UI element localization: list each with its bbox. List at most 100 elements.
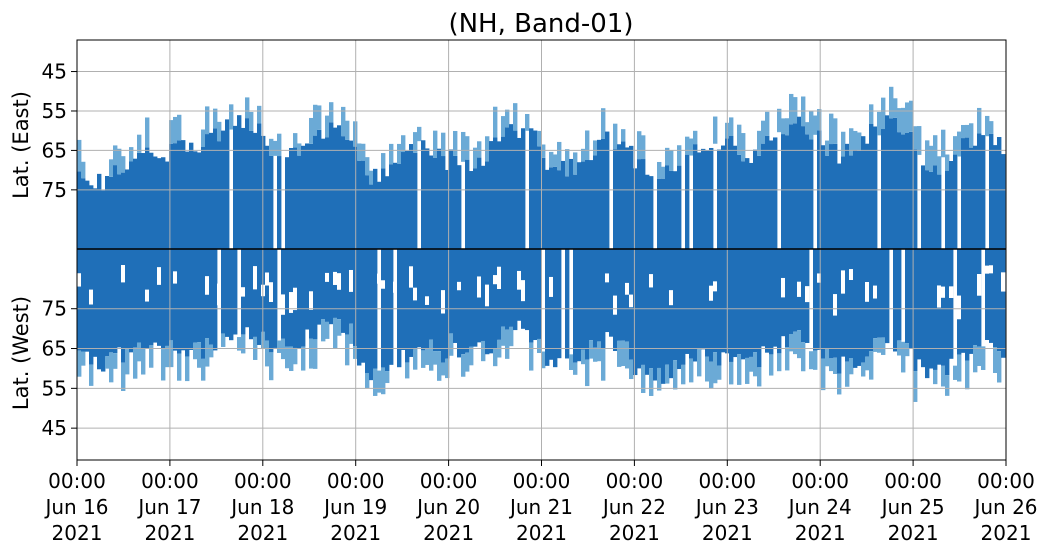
data-cell-west bbox=[341, 249, 346, 333]
data-cell-east bbox=[449, 149, 454, 249]
data-cell-east bbox=[945, 170, 950, 249]
data-cell-east bbox=[669, 170, 674, 249]
data-cell-east-fringe bbox=[565, 149, 570, 177]
data-cell-west-fringe bbox=[185, 356, 190, 382]
data-cell-west-fringe bbox=[313, 339, 318, 369]
data-gap-west bbox=[409, 266, 414, 288]
data-cell-east bbox=[569, 158, 574, 249]
data-cell-west bbox=[257, 249, 262, 345]
data-cell-west bbox=[693, 249, 698, 362]
data-cell-east bbox=[505, 127, 510, 249]
data-cell-west-fringe bbox=[905, 343, 910, 357]
data-cell-east bbox=[481, 165, 486, 249]
data-cell-west bbox=[281, 249, 286, 339]
data-cell-east bbox=[861, 136, 866, 249]
data-cell-east bbox=[581, 161, 586, 249]
data-gap-west bbox=[157, 267, 162, 285]
data-cell-west-fringe bbox=[837, 373, 842, 395]
data-cell-east bbox=[893, 117, 898, 249]
data-cell-east-fringe bbox=[829, 113, 834, 145]
data-cell-east-fringe bbox=[477, 141, 482, 158]
data-gap-west bbox=[957, 295, 962, 320]
data-cell-east-fringe bbox=[513, 103, 518, 131]
data-gap-west bbox=[781, 277, 786, 298]
data-cell-west bbox=[713, 249, 718, 353]
data-cell-west-fringe bbox=[869, 351, 874, 380]
data-cell-east bbox=[677, 165, 682, 249]
data-cell-west-fringe bbox=[285, 346, 290, 369]
data-cell-west-fringe bbox=[205, 338, 210, 367]
data-cell-east-fringe bbox=[273, 140, 278, 156]
data-cell-east bbox=[133, 158, 138, 249]
x-tick-label-time: 00:00 bbox=[327, 469, 385, 493]
data-cell-east bbox=[313, 135, 318, 249]
data-cell-west bbox=[665, 249, 670, 365]
data-cell-west-fringe bbox=[325, 321, 330, 339]
data-cell-west-fringe bbox=[309, 338, 314, 369]
data-cell-east-fringe bbox=[621, 129, 626, 142]
data-cell-east-fringe bbox=[501, 116, 506, 137]
data-gap-west bbox=[377, 273, 382, 284]
data-gap-west bbox=[833, 294, 838, 316]
data-cell-east bbox=[901, 134, 906, 249]
data-cell-east bbox=[453, 155, 458, 249]
data-cell-west bbox=[429, 249, 434, 340]
data-cell-east-fringe bbox=[877, 111, 882, 136]
data-cell-west bbox=[837, 249, 842, 374]
data-gap-west bbox=[805, 286, 810, 303]
data-cell-west bbox=[501, 249, 506, 327]
data-cell-west-fringe bbox=[105, 356, 110, 369]
data-cell-east bbox=[225, 119, 230, 249]
data-cell-west bbox=[761, 249, 766, 347]
data-cell-east bbox=[797, 116, 802, 249]
data-gap-west bbox=[309, 291, 314, 310]
data-cell-east bbox=[961, 138, 966, 249]
data-cell-east bbox=[193, 151, 198, 249]
data-cell-east-fringe bbox=[785, 118, 790, 136]
data-cell-east-fringe bbox=[765, 111, 770, 136]
data-cell-east bbox=[409, 144, 414, 249]
data-cell-east bbox=[337, 125, 342, 249]
data-cell-east bbox=[413, 152, 418, 249]
data-cell-east bbox=[905, 132, 910, 249]
data-cell-west-fringe bbox=[873, 338, 878, 352]
data-cell-west-fringe bbox=[705, 356, 710, 382]
data-cell-west-fringe bbox=[125, 349, 130, 375]
data-cell-east bbox=[717, 149, 722, 249]
data-cell-west bbox=[961, 249, 966, 353]
data-cell-west bbox=[113, 249, 118, 354]
data-cell-west-fringe bbox=[965, 360, 970, 390]
data-gap-west bbox=[269, 282, 274, 302]
data-cell-west bbox=[789, 249, 794, 334]
data-cell-east-fringe bbox=[869, 104, 874, 124]
data-cell-east bbox=[269, 155, 274, 249]
data-cell-east-fringe bbox=[473, 147, 478, 169]
data-cell-west bbox=[465, 249, 470, 353]
data-cell-east bbox=[297, 155, 302, 249]
plot-area bbox=[76, 39, 1007, 461]
data-cell-west bbox=[473, 249, 478, 347]
data-cell-west bbox=[573, 249, 578, 363]
data-cell-west bbox=[529, 249, 534, 343]
data-gap-west bbox=[977, 274, 982, 296]
data-cell-west bbox=[461, 249, 466, 355]
data-cell-west-fringe bbox=[865, 356, 870, 371]
data-gap-west bbox=[985, 265, 990, 274]
data-cell-west bbox=[925, 249, 930, 379]
data-cell-east-fringe bbox=[657, 161, 662, 179]
data-cell-east-fringe bbox=[741, 133, 746, 162]
data-cell-east-fringe bbox=[669, 150, 674, 171]
data-cell-west bbox=[481, 249, 486, 341]
data-gap-west bbox=[625, 282, 630, 295]
data-cell-east-fringe bbox=[557, 141, 562, 171]
data-cell-east-fringe bbox=[925, 140, 930, 171]
data-gap-west bbox=[325, 272, 330, 282]
data-gap-west bbox=[205, 276, 210, 295]
data-cell-east bbox=[993, 145, 998, 249]
data-cell-east bbox=[781, 134, 786, 249]
data-cell-east bbox=[149, 152, 154, 249]
x-tick-label-date: Jun 23 bbox=[694, 495, 759, 519]
data-cell-west-fringe bbox=[277, 340, 282, 353]
data-cell-east-fringe bbox=[665, 147, 670, 166]
data-cell-east bbox=[625, 147, 630, 249]
